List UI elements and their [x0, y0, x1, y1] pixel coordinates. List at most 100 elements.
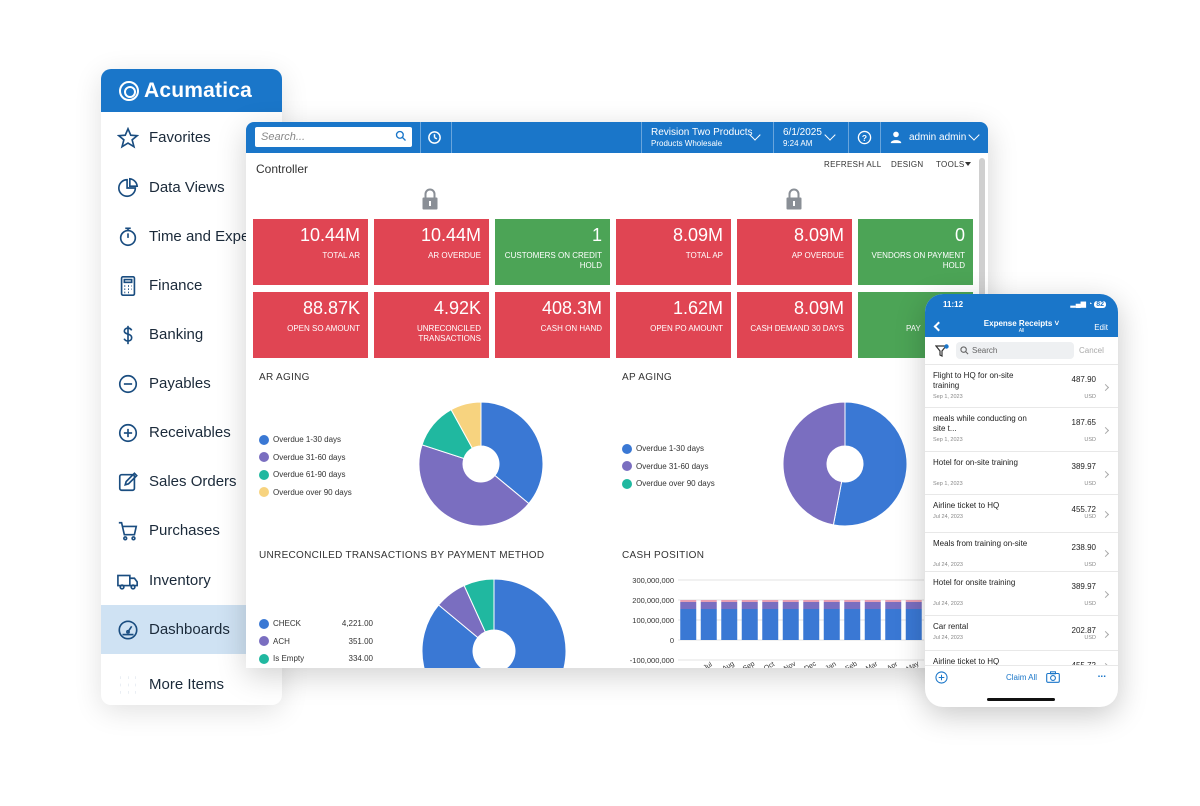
nav-item-finance[interactable]: Finance — [101, 261, 282, 310]
cash-bar-segment[interactable] — [782, 609, 799, 640]
cash-bar-segment[interactable] — [803, 602, 820, 609]
cash-bar-segment[interactable] — [844, 600, 861, 602]
vertical-scrollbar[interactable] — [979, 158, 985, 378]
cash-bar-segment[interactable] — [721, 600, 738, 602]
search-input[interactable]: Search... — [255, 127, 412, 147]
cash-bar-segment[interactable] — [864, 600, 881, 602]
ap-aging-slice-overdue-1-30-days[interactable] — [832, 401, 908, 527]
cash-bar-segment[interactable] — [803, 609, 820, 640]
nav-item-purchases[interactable]: Purchases — [101, 506, 282, 555]
cash-bar-segment[interactable] — [721, 602, 738, 609]
cash-bar-segment[interactable] — [782, 602, 799, 609]
kpi-tile-unreconciled-transactions[interactable]: 4.92K UNRECONCILED TRANSACTIONS — [374, 292, 489, 358]
nav-item-payables[interactable]: Payables — [101, 359, 282, 408]
cash-bar-segment[interactable] — [905, 609, 922, 640]
cash-bar-segment[interactable] — [864, 602, 881, 609]
cash-bar-segment[interactable] — [782, 600, 799, 602]
nav-item-favorites[interactable]: Favorites — [101, 113, 282, 162]
legend-item[interactable]: Overdue 1-30 days — [259, 431, 352, 449]
legend-item[interactable]: ACH 351.00 — [259, 633, 373, 651]
business-date-selector[interactable]: 6/1/2025 9:24 AM — [783, 127, 822, 149]
receipt-row[interactable]: Hotel for onsite training Jul 24, 2023 389… — [925, 571, 1118, 615]
lock-icon[interactable] — [786, 188, 802, 210]
legend-item[interactable]: Is Empty 334.00 — [259, 650, 373, 668]
camera-icon[interactable] — [1046, 671, 1060, 683]
chevron-down-icon[interactable] — [968, 129, 980, 141]
brand-header[interactable]: Acumatica — [101, 69, 282, 112]
cash-bar-segment[interactable] — [905, 600, 922, 602]
tools-button[interactable]: TOOLS — [936, 160, 965, 169]
nav-item-banking[interactable]: Banking — [101, 310, 282, 359]
receipt-row[interactable]: Hotel for on-site training Sep 1, 2023 389… — [925, 451, 1118, 494]
ar-aging-slice-overdue-over-90-days[interactable] — [450, 401, 482, 449]
legend-item[interactable]: CHECK 4,221.00 — [259, 615, 373, 633]
receipt-row[interactable]: meals while conducting on site t... Sep 1… — [925, 407, 1118, 451]
cash-bar-segment[interactable] — [864, 609, 881, 640]
cash-bar-segment[interactable] — [844, 602, 861, 609]
user-name[interactable]: admin admin — [909, 132, 967, 143]
search-icon[interactable] — [395, 130, 407, 142]
legend-item[interactable]: Overdue 61-90 days — [259, 466, 352, 484]
nav-item-sales-orders[interactable]: Sales Orders — [101, 457, 282, 506]
unreconciled-slice-is-empty[interactable] — [463, 578, 495, 633]
more-options-button[interactable]: ... — [1097, 669, 1106, 680]
refresh-all-button[interactable]: REFRESH ALL — [824, 160, 882, 169]
cash-bar-segment[interactable] — [803, 600, 820, 602]
cash-bar-segment[interactable] — [885, 600, 902, 602]
ap-aging-slice-overdue-31-60-days[interactable] — [782, 401, 846, 526]
cash-bar-segment[interactable] — [905, 602, 922, 609]
cash-bar-segment[interactable] — [700, 602, 717, 609]
cash-bar-segment[interactable] — [885, 602, 902, 609]
cash-bar-segment[interactable] — [762, 602, 779, 609]
help-icon[interactable]: ? — [857, 130, 872, 145]
cash-bar-segment[interactable] — [885, 609, 902, 640]
receipt-row[interactable]: Airline ticket to HQ Jul 24, 2023 455.72 US… — [925, 494, 1118, 532]
cash-bar-segment[interactable] — [762, 600, 779, 602]
kpi-tile-vendors-payment-hold[interactable]: 0 VENDORS ON PAYMENT HOLD — [858, 219, 973, 285]
nav-item-receivables[interactable]: Receivables — [101, 408, 282, 457]
cash-bar-segment[interactable] — [721, 609, 738, 640]
kpi-tile-total-ar[interactable]: 10.44M TOTAL AR — [253, 219, 368, 285]
cash-bar-segment[interactable] — [844, 609, 861, 640]
cash-bar-segment[interactable] — [680, 600, 697, 602]
cash-bar-segment[interactable] — [680, 602, 697, 609]
cash-bar-segment[interactable] — [823, 602, 840, 609]
cash-bar-segment[interactable] — [741, 609, 758, 640]
kpi-tile-cash-demand-30-days[interactable]: 8.09M CASH DEMAND 30 DAYS — [737, 292, 852, 358]
nav-item-data-views[interactable]: Data Views — [101, 163, 282, 212]
ar-aging-slice-overdue-31-60-days[interactable] — [418, 444, 530, 527]
history-icon[interactable] — [427, 130, 442, 145]
mobile-screen-title[interactable]: Expense Receipts ˅ — [983, 319, 1060, 328]
cash-bar-segment[interactable] — [700, 600, 717, 602]
nav-item-more-items[interactable]: More Items — [101, 660, 282, 705]
tools-caret-icon[interactable] — [965, 162, 971, 166]
cash-bar-segment[interactable] — [823, 609, 840, 640]
company-selector[interactable]: Revision Two Products Products Wholesale — [651, 127, 753, 149]
claim-all-button[interactable]: Claim All — [1005, 673, 1038, 682]
lock-icon[interactable] — [422, 188, 438, 210]
legend-item[interactable]: Overdue over 90 days — [622, 475, 715, 493]
kpi-tile-cash-on-hand[interactable]: 408.3M CASH ON HAND — [495, 292, 610, 358]
kpi-tile-customers-credit-hold[interactable]: 1 CUSTOMERS ON CREDIT HOLD — [495, 219, 610, 285]
cash-bar-segment[interactable] — [700, 609, 717, 640]
kpi-tile-ar-overdue[interactable]: 10.44M AR OVERDUE — [374, 219, 489, 285]
kpi-tile-open-so-amount[interactable]: 88.87K OPEN SO AMOUNT — [253, 292, 368, 358]
legend-item[interactable]: Overdue 31-60 days — [622, 458, 715, 476]
cash-bar-segment[interactable] — [741, 600, 758, 602]
kpi-tile-ap-overdue[interactable]: 8.09M AP OVERDUE — [737, 219, 852, 285]
cancel-button[interactable]: Cancel — [1079, 346, 1104, 355]
cash-bar-segment[interactable] — [762, 609, 779, 640]
kpi-tile-total-ap[interactable]: 8.09M TOTAL AP — [616, 219, 731, 285]
legend-item[interactable]: Overdue 31-60 days — [259, 449, 352, 467]
receipt-row[interactable]: Flight to HQ for on-site training Sep 1, … — [925, 364, 1118, 407]
add-circle-icon[interactable] — [935, 671, 948, 684]
nav-item-time-and-expenses[interactable]: Time and Expen — [101, 212, 282, 261]
cash-bar-segment[interactable] — [680, 609, 697, 640]
design-button[interactable]: DESIGN — [891, 160, 924, 169]
edit-button[interactable]: Edit — [1094, 323, 1108, 332]
cash-bar-segment[interactable] — [823, 600, 840, 602]
kpi-tile-open-po-amount[interactable]: 1.62M OPEN PO AMOUNT — [616, 292, 731, 358]
legend-item[interactable]: Overdue over 90 days — [259, 484, 352, 502]
unreconciled-slice-check[interactable] — [421, 578, 567, 668]
ar-aging-slice-overdue-1-30-days[interactable] — [480, 401, 544, 505]
